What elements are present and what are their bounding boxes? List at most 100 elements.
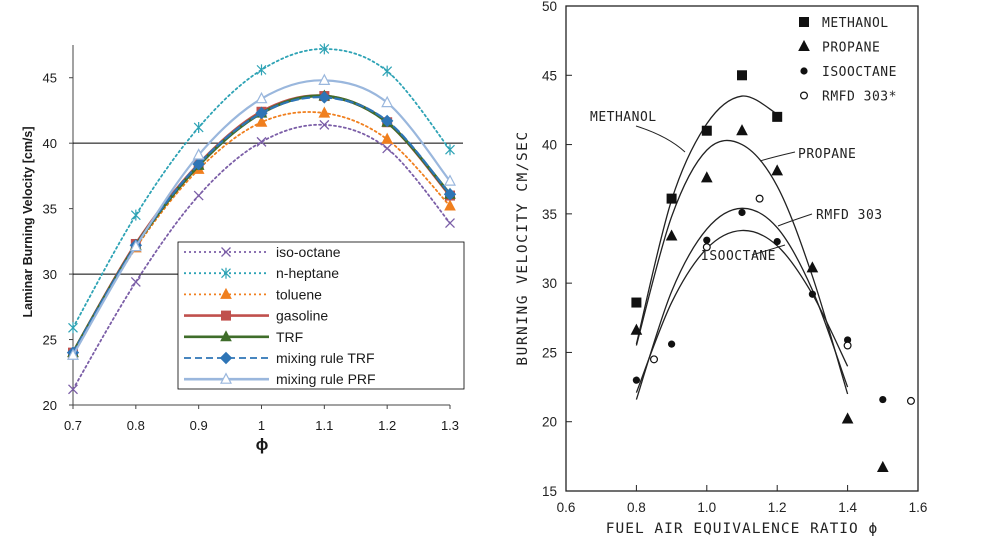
legend-label: toluene — [276, 286, 322, 302]
curve-annotation-label: PROPANE — [798, 147, 856, 162]
legend-label: mixing rule PRF — [276, 371, 376, 387]
legend-item-iso-octane: iso-octane — [184, 244, 341, 260]
data-point-mixing-rule-trf — [380, 114, 394, 128]
chart-left-series-group — [66, 43, 457, 395]
chart-right-data-points — [630, 70, 915, 472]
chart-right-y-tick-label: 15 — [542, 484, 557, 499]
data-point-iso-octane — [68, 384, 78, 395]
legend-item-rmfd-303: RMFD 303* — [799, 90, 896, 105]
legend-label: iso-octane — [276, 244, 341, 260]
data-point-iso-octane — [382, 143, 393, 154]
chart-right-y-tick-label: 30 — [542, 276, 557, 291]
data-point-iso-octane — [445, 218, 455, 228]
data-point-propane — [665, 229, 678, 241]
curve-annotation-label: RMFD 303 — [816, 208, 883, 223]
chart-right-axes: 0.6 0.8 1.0 1.2 1.4 1.6 15 20 25 30 35 40 45 50 — [542, 0, 927, 515]
legend-marker-isooctane — [800, 67, 808, 75]
chart-left: 0.7 0.8 0.9 1 1.1 1.2 1.3 20 25 30 35 40 45 iso-octa… — [21, 43, 465, 454]
chart-left-x-tick-label: 0.7 — [64, 418, 82, 433]
data-point-mixing-rule-trf — [192, 157, 205, 171]
chart-right-fitted-curves — [635, 95, 849, 400]
curve-annotation-leader — [635, 125, 686, 153]
data-point-rmfd-303 — [649, 355, 658, 364]
legend-marker-methanol — [799, 17, 809, 27]
data-point-isooctane — [632, 376, 641, 384]
series-mixing-rule-prf — [67, 73, 456, 360]
chart-right-y-tick-label: 40 — [542, 138, 557, 153]
data-point-mixing-rule-trf — [255, 106, 268, 120]
data-point-iso-octane — [130, 276, 141, 287]
series-iso-octane — [68, 119, 455, 395]
data-point-isooctane — [879, 395, 887, 404]
data-point-isooctane — [668, 340, 676, 348]
chart-right-y-tick-label: 20 — [542, 415, 557, 430]
data-point-mixing-rule-prf — [67, 348, 79, 360]
data-point-n-heptane — [130, 209, 141, 221]
data-point-n-heptane — [256, 64, 267, 76]
chart-left-y-tick-label: 30 — [43, 267, 57, 282]
data-point-n-heptane — [193, 121, 204, 133]
chart-right-legend: METHANOL PROPANE ISOOCTANE RMFD 303* — [798, 16, 896, 105]
data-point-n-heptane — [445, 144, 455, 156]
chart-right-x-tick-label: 1.0 — [697, 500, 716, 515]
legend-marker-mixing-rule-prf — [220, 372, 232, 384]
chart-left-xlabel: ϕ — [256, 435, 269, 454]
data-point-mixing-rule-prf — [192, 148, 205, 160]
data-point-toluene — [318, 106, 331, 118]
legend-marker-n-heptane — [221, 267, 231, 279]
data-point-rmfd-303 — [702, 243, 711, 252]
data-point-toluene — [381, 132, 393, 144]
data-point-rmfd-303 — [755, 194, 764, 203]
data-point-propane — [841, 412, 854, 424]
data-point-methanol — [772, 111, 783, 122]
legend-item-propane: PROPANE — [798, 39, 880, 56]
legend-marker-iso-octane — [221, 247, 231, 257]
data-point-propane — [700, 171, 713, 183]
data-point-propane — [736, 124, 748, 136]
data-point-isooctane — [808, 290, 817, 298]
curve-annotation-methanol: METHANOL — [590, 110, 686, 153]
data-point-mixing-rule-prf — [381, 95, 394, 108]
data-point-rmfd-303 — [843, 341, 852, 350]
chart-right-y-tick-label: 25 — [542, 345, 557, 360]
chart-left-axes: 0.7 0.8 0.9 1 1.1 1.2 1.3 20 25 30 35 40 45 — [43, 45, 463, 433]
chart-left-x-tick-label: 0.8 — [127, 418, 145, 433]
chart-left-ylabel: Laminar Burning Velocity [cm/s] — [21, 126, 35, 317]
data-point-isooctane — [738, 208, 746, 217]
data-point-mixing-rule-prf — [255, 91, 268, 104]
data-point-propane — [876, 460, 889, 472]
legend-label: PROPANE — [822, 41, 880, 56]
data-point-mixing-rule-trf — [318, 91, 331, 104]
chart-right-y-tick-label: 45 — [542, 68, 557, 83]
fitted-curve-methanol — [635, 95, 778, 345]
curve-annotation-leader — [777, 213, 813, 227]
legend-label: mixing rule TRF — [276, 350, 375, 366]
data-point-n-heptane — [68, 322, 78, 334]
chart-right-x-tick-label: 1.4 — [838, 500, 857, 515]
legend-label: gasoline — [276, 308, 328, 324]
data-point-rmfd-303 — [906, 396, 915, 405]
chart-left-y-tick-label: 45 — [43, 71, 57, 86]
data-point-toluene — [255, 115, 268, 127]
curve-annotation-leader — [751, 244, 786, 256]
data-point-mixing-rule-prf — [318, 73, 331, 85]
legend-item-mixing-rule-prf: mixing rule PRF — [184, 371, 376, 387]
chart-right-curve-annotations: METHANOL PROPANE RMFD 303 ISOOCTANE — [590, 110, 883, 264]
data-point-isooctane — [703, 236, 711, 244]
data-point-methanol — [631, 297, 642, 308]
data-point-propane — [630, 323, 643, 335]
chart-right: METHANOL PROPANE ISOOCTANE RMFD 303* BURNIN… — [515, 0, 927, 537]
data-point-methanol — [666, 193, 677, 204]
data-point-n-heptane — [382, 65, 393, 77]
legend-marker-toluene — [220, 287, 232, 299]
legend-label: TRF — [276, 329, 303, 345]
curve-annotation-leader — [759, 151, 796, 162]
curve-annotation-isooctane: ISOOCTANE — [701, 244, 786, 264]
chart-left-y-tick-label: 25 — [43, 333, 57, 348]
data-point-mixing-rule-prf — [129, 239, 142, 252]
data-point-mixing-rule-trf — [443, 188, 457, 201]
chart-left-y-tick-label: 20 — [43, 398, 57, 413]
chart-right-plot-frame — [565, 5, 919, 492]
series-line-iso-octane — [72, 123, 451, 391]
